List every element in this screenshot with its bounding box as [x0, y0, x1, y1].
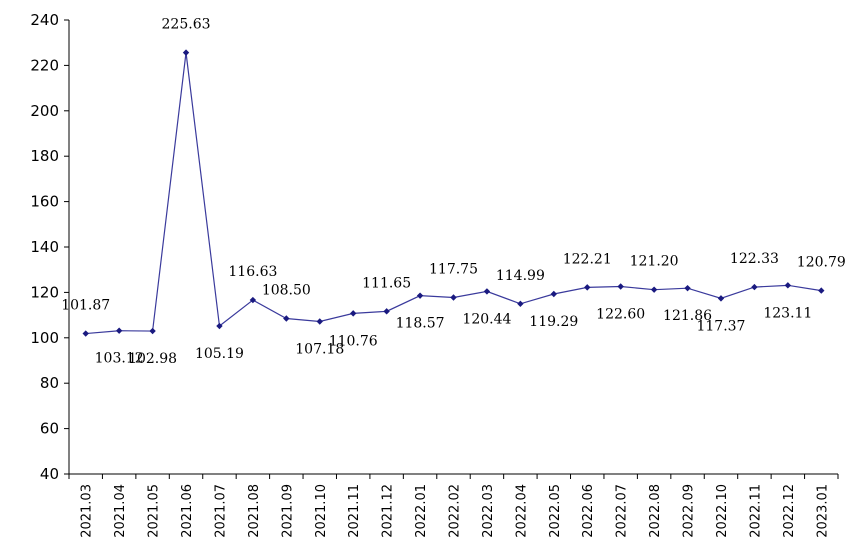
y-tick-label: 160 [30, 193, 59, 211]
data-label: 225.63 [162, 17, 211, 33]
x-tick-label: 2022.04 [514, 484, 529, 538]
x-tick-label: 2021.11 [347, 484, 362, 538]
data-label: 121.20 [630, 254, 679, 270]
y-tick-label: 40 [40, 465, 59, 483]
data-point [818, 287, 825, 294]
data-label: 119.29 [529, 314, 578, 330]
x-tick-label: 2021.05 [147, 484, 162, 538]
data-label: 105.19 [195, 346, 244, 362]
data-point [684, 284, 691, 292]
data-label: 121.86 [663, 308, 712, 324]
y-tick-label: 180 [30, 147, 59, 165]
data-point [182, 49, 190, 56]
data-point [383, 308, 390, 315]
data-label: 102.98 [128, 351, 177, 367]
y-tick-label: 220 [30, 56, 59, 74]
data-label: 117.75 [429, 262, 478, 278]
x-tick-label: 2021.10 [314, 484, 329, 538]
data-point [115, 327, 123, 334]
x-tick-label: 2022.07 [615, 484, 630, 538]
x-tick-label: 2022.11 [748, 484, 763, 538]
x-tick-label: 2021.07 [213, 484, 228, 538]
x-tick-label: 2022.09 [682, 484, 697, 538]
data-label: 120.79 [797, 255, 846, 271]
data-point [717, 295, 725, 302]
y-tick-label: 240 [30, 11, 59, 29]
x-tick-label: 2022.06 [581, 484, 596, 538]
data-label: 103.12 [95, 351, 144, 367]
y-tick-label: 100 [30, 329, 59, 347]
x-tick-label: 2021.04 [113, 484, 128, 538]
data-point [584, 284, 591, 291]
series-line [85, 52, 822, 335]
data-label: 114.99 [496, 268, 545, 284]
data-label: 110.76 [329, 333, 378, 349]
x-tick-label: 2021.03 [80, 484, 95, 538]
y-tick-label: 60 [40, 420, 59, 438]
data-label: 122.60 [596, 306, 645, 322]
x-tick-label: 2023.01 [815, 484, 830, 538]
data-point [617, 283, 624, 290]
data-label: 118.57 [396, 316, 445, 332]
data-point [517, 300, 524, 307]
data-point [283, 315, 290, 322]
data-point [249, 296, 257, 304]
data-point [216, 322, 223, 330]
data-point [149, 327, 156, 335]
data-label: 122.21 [563, 251, 612, 267]
x-tick-label: 2021.06 [180, 484, 195, 538]
x-tick-label: 2022.03 [481, 484, 496, 538]
data-label: 116.63 [228, 264, 277, 280]
data-point [82, 330, 89, 337]
data-point [751, 283, 758, 291]
data-point [483, 288, 491, 295]
data-point [550, 290, 558, 298]
data-point [416, 292, 424, 299]
data-label: 108.50 [262, 283, 311, 299]
x-tick-label: 2021.12 [381, 484, 396, 538]
data-point [349, 310, 357, 317]
x-tick-label: 2022.08 [648, 484, 663, 538]
data-point [650, 286, 658, 293]
data-point [450, 294, 457, 301]
data-point [316, 318, 323, 325]
y-tick-label: 120 [30, 283, 59, 301]
data-point [784, 282, 792, 289]
y-axis: 40 60 80 100 120 140 160 180 200 220 240 [30, 11, 70, 483]
data-label: 107.18 [295, 342, 344, 358]
y-tick-label: 140 [30, 238, 59, 256]
x-tick-label: 2022.05 [548, 484, 563, 538]
y-tick-label: 200 [30, 102, 59, 120]
series-group [82, 49, 825, 337]
x-tick-label: 2022.02 [448, 484, 463, 538]
x-tick-label: 2022.12 [782, 484, 797, 538]
data-label: 123.11 [763, 305, 812, 321]
x-tick-label: 2022.01 [414, 484, 429, 538]
data-label: 120.44 [462, 311, 511, 327]
data-label: 122.33 [730, 251, 779, 267]
x-tick-label: 2021.09 [280, 484, 295, 538]
x-tick-label: 2022.10 [715, 484, 730, 538]
data-label: 117.37 [696, 318, 745, 334]
data-label: 111.65 [362, 275, 411, 291]
x-tick-label: 2021.08 [247, 484, 262, 538]
x-axis: 2021.03 2021.04 2021.05 2021.06 2021.07 2021.… [68, 473, 839, 538]
data-label: 101.87 [61, 298, 110, 314]
y-tick-label: 80 [40, 374, 59, 392]
